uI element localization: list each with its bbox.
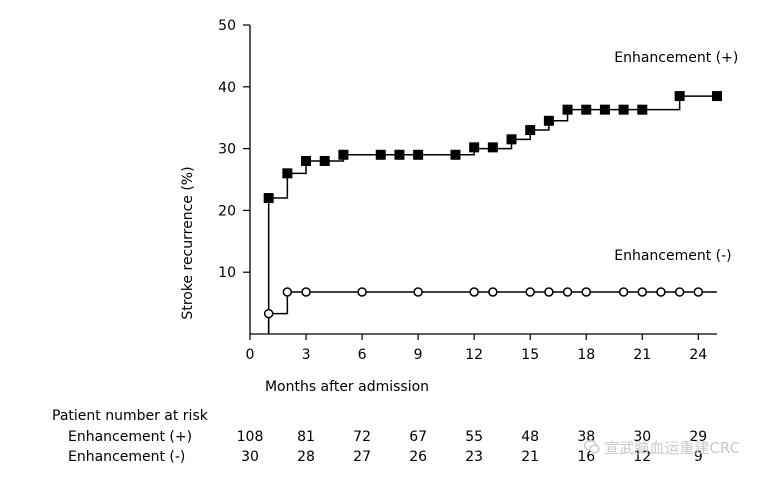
risk-value: 26 bbox=[409, 449, 428, 465]
data-point-square bbox=[637, 104, 648, 115]
risk-value: 9 bbox=[693, 449, 703, 465]
risk-value: 72 bbox=[353, 429, 371, 445]
wechat-icon bbox=[584, 440, 601, 454]
series-line-2 bbox=[267, 291, 717, 334]
y-axis-label: Stroke recurrence (%) bbox=[180, 166, 196, 319]
series-line-1 bbox=[267, 95, 717, 334]
y-tick-label: 40 bbox=[218, 80, 236, 96]
data-point-square bbox=[450, 149, 461, 160]
data-point-square bbox=[599, 104, 610, 115]
data-point-square bbox=[581, 104, 592, 115]
data-point-circle bbox=[637, 287, 648, 297]
data-point-square bbox=[562, 104, 573, 115]
data-point-square bbox=[282, 168, 293, 179]
data-point-circle bbox=[693, 287, 704, 297]
risk-value: 23 bbox=[465, 449, 484, 465]
data-point-circle bbox=[469, 287, 479, 297]
x-tick-label: 3 bbox=[302, 347, 311, 363]
data-point-circle bbox=[413, 287, 423, 297]
data-point-square bbox=[413, 149, 424, 160]
risk-row-label-positive: Enhancement (+) bbox=[68, 429, 193, 445]
chart-series: Enhancement (+) Enhancement (-) bbox=[263, 50, 738, 334]
data-point-square bbox=[506, 134, 517, 145]
data-point-circle bbox=[282, 287, 293, 297]
data-point-square bbox=[263, 193, 274, 204]
watermark-text: 宣武脑血运重建CRC bbox=[604, 439, 740, 457]
x-tick-label: 24 bbox=[689, 347, 707, 363]
data-point-circle bbox=[263, 308, 274, 319]
risk-value: 16 bbox=[577, 449, 596, 465]
x-tick-label: 18 bbox=[577, 347, 595, 363]
risk-value: 55 bbox=[465, 429, 484, 445]
risk-table-title: Patient number at risk bbox=[52, 408, 208, 424]
data-point-square bbox=[338, 149, 349, 160]
x-axis-label: Months after admission bbox=[265, 379, 429, 395]
risk-value: 67 bbox=[409, 429, 428, 445]
y-tick-label: 20 bbox=[218, 203, 236, 219]
data-point-circle bbox=[618, 287, 629, 297]
data-point-square bbox=[712, 91, 722, 102]
risk-value: 28 bbox=[297, 449, 315, 465]
risk-value: 81 bbox=[297, 429, 315, 445]
risk-value: 12 bbox=[633, 449, 652, 465]
risk-value: 21 bbox=[521, 449, 540, 465]
y-tick-label: 10 bbox=[218, 265, 236, 281]
risk-value: 27 bbox=[353, 449, 371, 465]
data-point-square bbox=[674, 91, 685, 102]
x-tick-label: 6 bbox=[358, 347, 367, 363]
risk-value: 108 bbox=[236, 429, 264, 445]
risk-row-label-negative: Enhancement (-) bbox=[68, 449, 186, 465]
risk-value: 30 bbox=[241, 449, 259, 465]
data-point-circle bbox=[525, 287, 535, 297]
watermark: 宣武脑血运重建CRC bbox=[584, 437, 740, 458]
data-point-circle bbox=[301, 287, 311, 297]
data-point-square bbox=[543, 115, 554, 126]
data-point-square bbox=[469, 142, 480, 153]
risk-value: 48 bbox=[521, 429, 540, 445]
data-point-square bbox=[394, 149, 405, 160]
data-point-square bbox=[525, 125, 536, 136]
data-point-square bbox=[375, 149, 386, 160]
x-tick-label: 0 bbox=[246, 347, 255, 363]
data-point-square bbox=[618, 104, 629, 115]
x-tick-label: 15 bbox=[521, 347, 539, 363]
data-point-circle bbox=[544, 287, 554, 297]
y-tick-label: 50 bbox=[218, 18, 236, 34]
data-point-circle bbox=[581, 287, 591, 297]
legend-label-enhancement-negative: Enhancement (-) bbox=[614, 248, 731, 264]
data-point-square bbox=[301, 155, 312, 166]
legend-label-enhancement-positive: Enhancement (+) bbox=[614, 50, 738, 66]
x-tick-label: 12 bbox=[465, 347, 483, 363]
risk-value: 30 bbox=[633, 429, 652, 445]
risk-value: 29 bbox=[689, 429, 708, 445]
data-point-square bbox=[487, 142, 498, 153]
data-point-circle bbox=[357, 287, 367, 297]
data-point-square bbox=[319, 155, 330, 166]
y-tick-label: 30 bbox=[218, 142, 236, 158]
data-point-circle bbox=[488, 287, 498, 297]
data-point-circle bbox=[656, 287, 666, 297]
x-tick-label: 21 bbox=[633, 347, 651, 363]
data-point-circle bbox=[674, 287, 685, 297]
chart-axes: 0 3 6 9 12 15 18 21 24 10 20 30 40 50 bbox=[218, 18, 717, 363]
data-point-circle bbox=[562, 287, 573, 297]
x-tick-label: 9 bbox=[414, 347, 423, 363]
